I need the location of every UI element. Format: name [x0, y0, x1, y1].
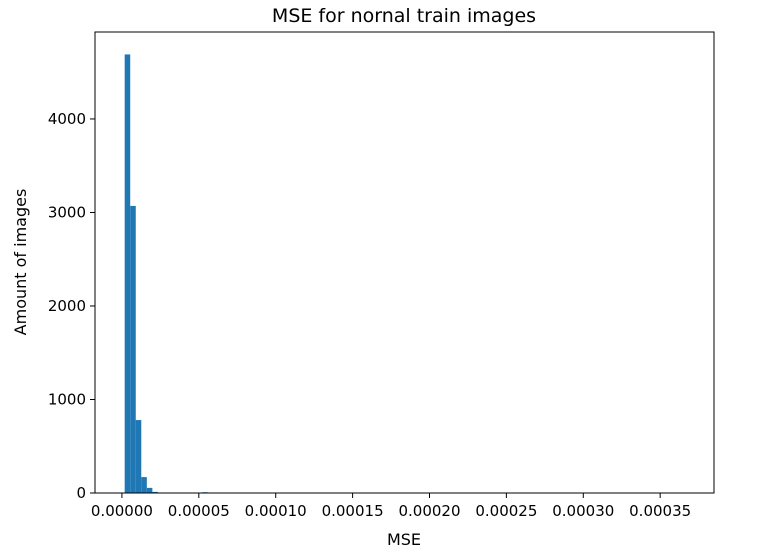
y-axis-label: Amount of images — [11, 189, 30, 336]
x-tick-label-0: 0.00000 — [91, 502, 153, 520]
histogram-bar-1 — [130, 205, 136, 493]
histogram-bar-2 — [135, 420, 142, 493]
y-tick-label-1: 1000 — [48, 390, 86, 408]
x-tick-label-4: 0.00020 — [398, 502, 460, 520]
plot-area-frame — [94, 31, 715, 494]
histogram-bars — [124, 54, 208, 493]
histogram-bar-5 — [152, 491, 158, 493]
x-tick-label-3: 0.00015 — [322, 502, 384, 520]
x-tick-label-2: 0.00010 — [245, 502, 307, 520]
x-tick-label-7: 0.00035 — [629, 502, 691, 520]
x-tick-label-5: 0.00025 — [475, 502, 537, 520]
x-tick-label-6: 0.00030 — [552, 502, 614, 520]
histogram-bar-3 — [141, 477, 147, 493]
x-axis-ticks: 0.00000 0.00005 0.00010 0.00015 0.00020 0.000… — [91, 493, 691, 520]
histogram-bar-4 — [146, 487, 153, 493]
x-axis-label: MSE — [387, 530, 421, 549]
y-tick-label-4: 4000 — [48, 110, 86, 128]
y-tick-label-2: 2000 — [48, 297, 86, 315]
y-tick-label-3: 3000 — [48, 203, 86, 221]
y-axis-ticks: 0 1000 2000 3000 4000 — [48, 110, 95, 502]
histogram-bar-0 — [124, 54, 131, 493]
y-tick-label-0: 0 — [76, 484, 86, 502]
x-tick-label-1: 0.00005 — [168, 502, 230, 520]
chart-title: MSE for nornal train images — [272, 5, 536, 27]
